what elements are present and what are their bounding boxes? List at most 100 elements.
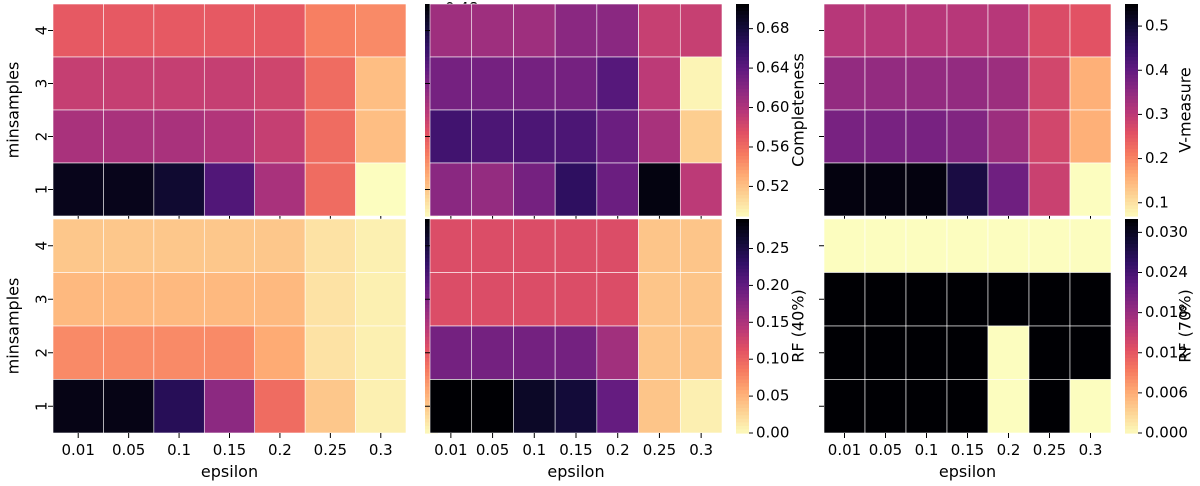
heatmap-cell-r0-c1 <box>864 3 907 58</box>
colorbar-segment <box>736 333 749 338</box>
colorbar-segment <box>1125 326 1138 331</box>
colorbar-segment <box>736 243 749 249</box>
colorbar-segment <box>1125 205 1138 210</box>
heatmap-cell-r1-c0 <box>429 56 473 111</box>
heatmap-cell-r1-c2 <box>153 272 205 327</box>
colorbar-segment <box>736 236 749 241</box>
x-tick-label: 0.05 <box>869 441 902 459</box>
heatmap-cell-r0-c2 <box>153 3 205 58</box>
colorbar-segment <box>736 361 749 366</box>
colorbar-segment <box>1125 117 1138 122</box>
colorbar-segment <box>736 276 749 281</box>
colorbar-tick-label: 0.15 <box>756 313 789 331</box>
colorbar-segment <box>1125 21 1138 26</box>
colorbar-segment <box>736 251 749 256</box>
y-axis-label: minsamples <box>4 62 23 159</box>
x-tick-label: 0.3 <box>369 441 393 459</box>
colorbar-segment <box>736 226 749 231</box>
colorbar-segment <box>1125 304 1138 309</box>
colorbar-segment <box>1125 7 1138 12</box>
colorbar-segment <box>736 268 749 274</box>
heatmap-cell-r2-c0 <box>823 109 866 164</box>
colorbar-segment <box>736 336 749 341</box>
heatmap-cell-r2-c2 <box>905 325 948 380</box>
colorbar-tick-label: 0.56 <box>756 137 789 155</box>
colorbar-segment <box>736 212 749 217</box>
colorbar-segment <box>1125 191 1138 196</box>
colorbar-segment <box>1125 74 1138 79</box>
colorbar-segment <box>736 191 749 196</box>
colorbar-segment <box>736 4 749 9</box>
heatmap-cell-r3-c4 <box>254 162 306 217</box>
colorbar-segment <box>736 163 749 168</box>
colorbar-segment <box>736 134 749 139</box>
colorbar-segment <box>736 124 749 129</box>
heatmap-cell-r0-c2 <box>905 3 948 58</box>
x-tick-label: 0.3 <box>1079 441 1103 459</box>
heatmap-cell-r0-c4 <box>254 218 306 273</box>
heatmap-cell-r1-c2 <box>905 56 948 111</box>
heatmap-cell-r1-c4 <box>596 272 639 327</box>
colorbar-segment <box>736 64 749 69</box>
colorbar-segment <box>1125 71 1138 76</box>
heatmap-cell-r2-c6 <box>679 109 723 164</box>
colorbar-segment <box>1125 159 1138 164</box>
heatmap-cell-r2-c4 <box>987 325 1030 380</box>
colorbar-segment <box>736 201 749 206</box>
colorbar-segment <box>1125 268 1138 274</box>
colorbar-segment <box>1125 358 1138 363</box>
colorbar-segment <box>1125 53 1138 58</box>
colorbar-segment <box>1125 110 1138 115</box>
colorbar-segment <box>736 152 749 157</box>
colorbar-segment <box>1125 25 1138 30</box>
colorbar-segment <box>736 247 749 252</box>
heatmap-cell-r1-c2 <box>153 56 205 111</box>
heatmap-cell-r1-c6 <box>679 56 723 111</box>
colorbar-segment <box>736 110 749 115</box>
heatmap-cell-r2-c0 <box>52 109 104 164</box>
colorbar-segment <box>1125 102 1138 108</box>
colorbar-segment <box>736 304 749 309</box>
colorbar-segment <box>1125 340 1138 345</box>
heatmap-cell-r0-c2 <box>153 218 205 273</box>
colorbar-segment <box>1125 14 1138 19</box>
heatmap-cell-r0-c3 <box>946 218 989 273</box>
heatmap-cell-r0-c0 <box>823 218 866 273</box>
colorbar-segment <box>1125 329 1138 334</box>
colorbar-segment <box>736 131 749 136</box>
colorbar-segment <box>736 393 749 398</box>
heatmap-cell-r3-c5 <box>638 162 681 217</box>
colorbar-segment <box>1125 46 1138 51</box>
heatmap-cell-r3-c2 <box>905 379 948 434</box>
colorbar-segment <box>1125 11 1138 16</box>
heatmap-cell-r2-c3 <box>203 109 256 164</box>
colorbar-segment <box>736 311 749 316</box>
colorbar-segment <box>736 240 749 245</box>
colorbar-segment <box>736 21 749 26</box>
heatmap-cell-r0-c4 <box>596 3 639 58</box>
heatmap-cell-r1-c0 <box>52 272 104 327</box>
x-tick-label: 0.25 <box>314 441 347 459</box>
colorbar-segment <box>736 42 749 47</box>
x-axis-label: epsilon <box>201 462 258 481</box>
colorbar-3: 0.1 0.2 0.3 0.4 0.5 V-measure <box>1125 4 1195 217</box>
colorbar-segment <box>1125 155 1138 161</box>
heatmap-cell-r3-c6 <box>1069 162 1112 217</box>
heatmap-cell-r3-c4 <box>987 379 1030 434</box>
colorbar-segment <box>1125 258 1138 263</box>
heatmap-cell-r0-c0 <box>52 218 104 273</box>
colorbar-segment <box>1125 379 1138 384</box>
heatmap-cell-r3-c6 <box>1069 379 1112 434</box>
heatmap-cell-r0-c0 <box>429 218 473 273</box>
colorbar-segment <box>736 49 749 55</box>
heatmap-cell-r2-c5 <box>1028 109 1071 164</box>
colorbar-segment <box>1125 322 1138 327</box>
colorbar-segment <box>736 315 749 320</box>
heatmap-cell-r1-c4 <box>254 272 306 327</box>
colorbar-segment <box>1125 347 1138 352</box>
colorbar-tick-label: 0.024 <box>1145 263 1188 281</box>
x-tick-label: 0.25 <box>643 441 676 459</box>
heatmap-cell-r1-c1 <box>471 272 514 327</box>
x-tick-label: 0.15 <box>559 441 592 459</box>
colorbar-segment <box>1125 261 1138 266</box>
